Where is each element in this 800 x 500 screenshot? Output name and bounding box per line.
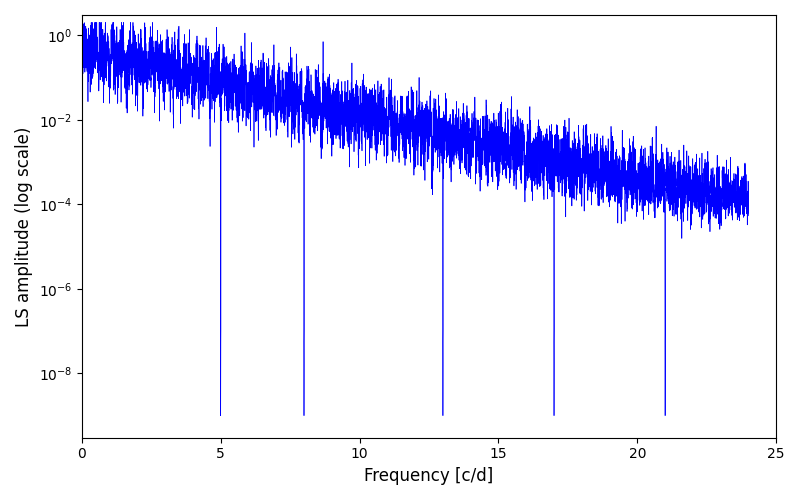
Y-axis label: LS amplitude (log scale): LS amplitude (log scale) <box>15 126 33 326</box>
X-axis label: Frequency [c/d]: Frequency [c/d] <box>364 467 494 485</box>
